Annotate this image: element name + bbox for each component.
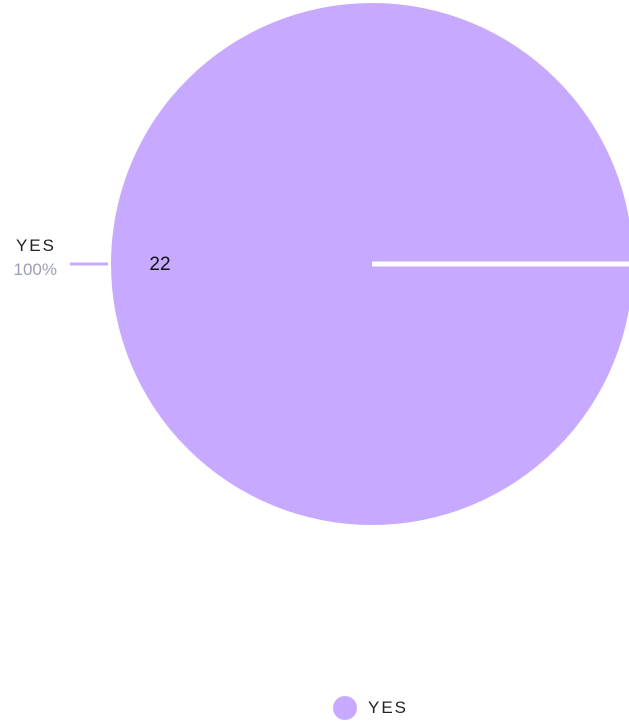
pie-slices [111,3,629,525]
legend: YES [333,696,408,720]
slice-value-label: 22 [149,254,170,275]
pie-slice-yes [111,3,629,525]
slice-percent-label: 100% [14,260,57,279]
slice-category-label: YES [16,236,56,255]
legend-swatch [333,696,357,720]
legend-label: YES [368,698,408,717]
slice-outer-label: YES 100% [14,236,108,279]
